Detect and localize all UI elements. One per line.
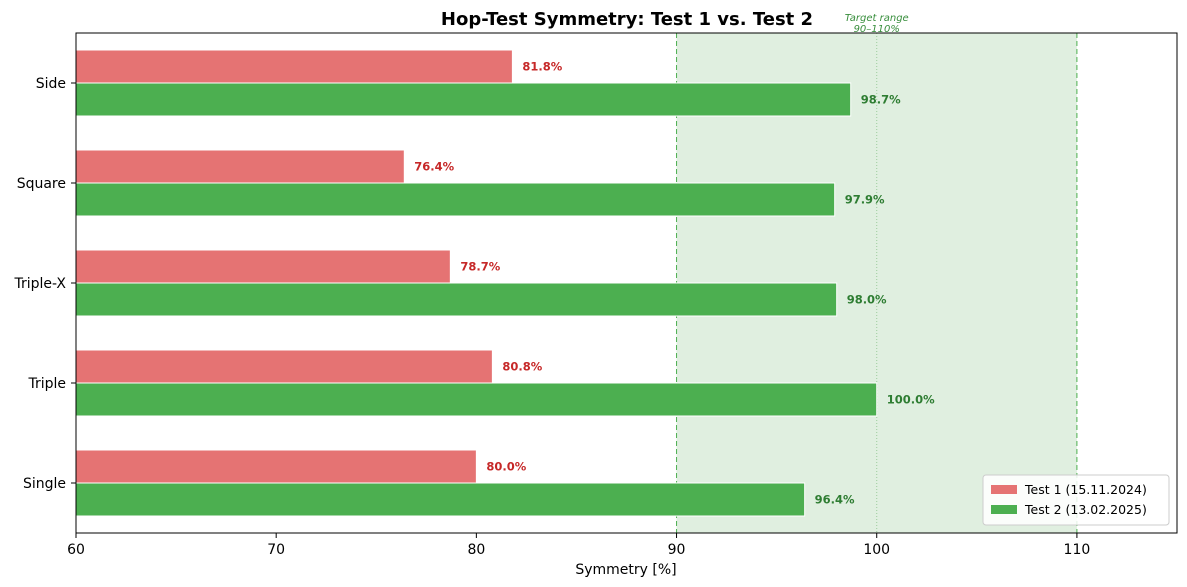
bar-value-label: 100.0% [887, 393, 935, 407]
legend-label-test2: Test 2 (13.02.2025) [1024, 502, 1147, 517]
x-tick-label: 80 [467, 542, 485, 558]
y-tick-label: Triple-X [14, 276, 67, 292]
bar-test1 [75, 449, 477, 484]
legend-swatch-test2 [991, 505, 1017, 514]
bar-value-label: 81.8% [522, 60, 562, 74]
bar-value-label: 78.7% [460, 260, 500, 274]
chart-title: Hop-Test Symmetry: Test 1 vs. Test 2 [441, 9, 813, 30]
bar-test1 [75, 49, 513, 84]
x-tick-label: 100 [863, 542, 890, 558]
bar-test2 [75, 282, 838, 317]
bar-value-label: 76.4% [414, 160, 454, 174]
x-axis-label: Symmetry [%] [575, 562, 676, 578]
bars-layer [75, 49, 878, 517]
bar-test2 [75, 482, 806, 517]
y-tick-label: Side [36, 76, 66, 92]
bar-value-label: 98.0% [847, 293, 887, 307]
x-axis: 60 70 80 90 100 110 [67, 533, 1090, 558]
bar-test1 [75, 249, 451, 284]
bar-value-label: 98.7% [861, 93, 901, 107]
bar-test1 [75, 149, 405, 184]
y-tick-label: Single [23, 476, 66, 492]
legend: Test 1 (15.11.2024) Test 2 (13.02.2025) [982, 474, 1170, 526]
bar-value-label: 96.4% [815, 493, 855, 507]
bar-test2 [75, 82, 852, 117]
bar-value-label: 80.0% [486, 460, 526, 474]
bar-test2 [75, 382, 878, 417]
bar-test1 [75, 349, 493, 384]
y-axis: Side Square Triple-X Triple Single [14, 76, 76, 492]
legend-swatch-test1 [991, 485, 1017, 494]
x-tick-label: 90 [668, 542, 686, 558]
x-tick-label: 60 [67, 542, 85, 558]
y-tick-label: Triple [27, 376, 66, 392]
y-tick-label: Square [17, 176, 66, 192]
bar-value-label: 80.8% [502, 360, 542, 374]
x-tick-label: 110 [1064, 542, 1091, 558]
target-range-annotation-range: 90–110% [854, 24, 900, 35]
bar-labels-layer: 81.8% 98.7% 76.4% 97.9% 78.7% 98.0% 80.8% 100.0… [414, 60, 935, 507]
x-tick-label: 70 [267, 542, 285, 558]
bar-test2 [75, 182, 836, 217]
target-range-annotation-title: Target range [845, 13, 909, 24]
bar-value-label: 97.9% [845, 193, 885, 207]
legend-label-test1: Test 1 (15.11.2024) [1024, 482, 1147, 497]
legend-box [982, 474, 1170, 526]
